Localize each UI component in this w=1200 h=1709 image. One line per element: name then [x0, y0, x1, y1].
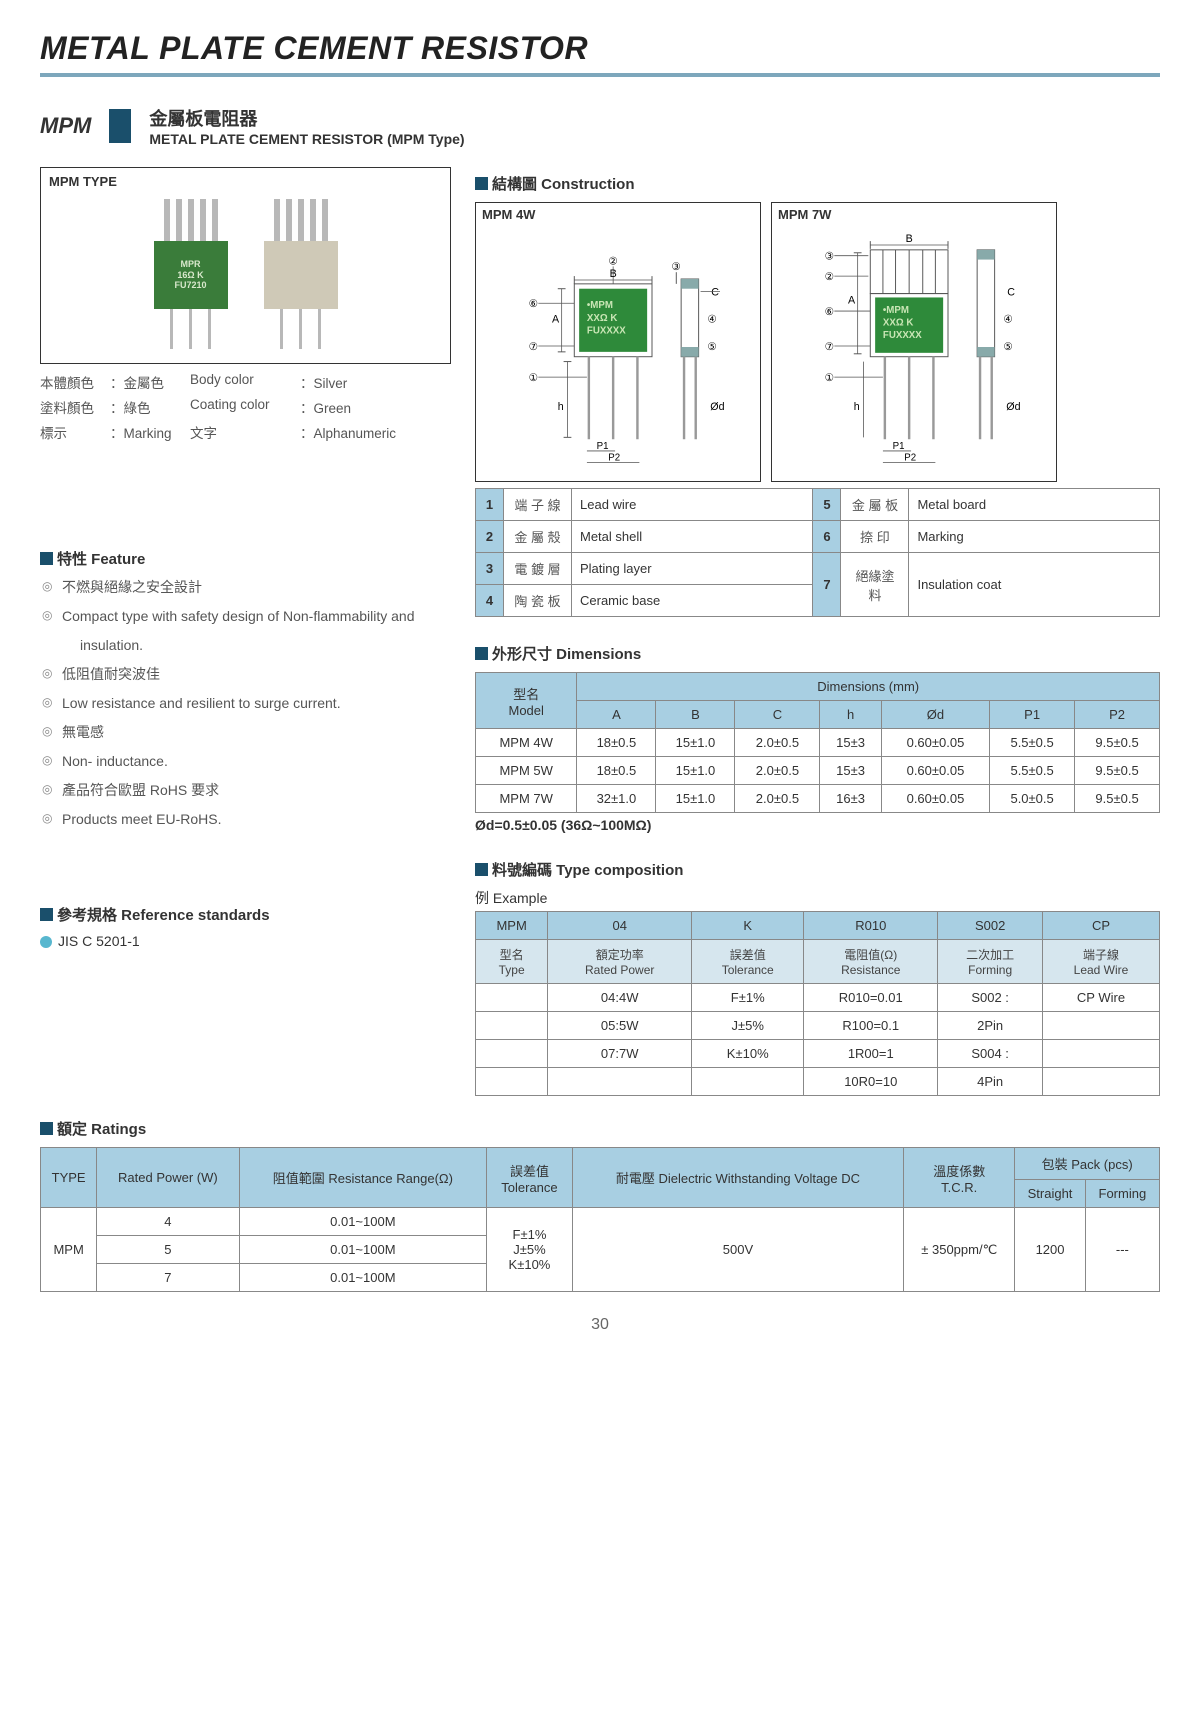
- svg-text:P2: P2: [608, 453, 620, 464]
- svg-text:②: ②: [825, 271, 835, 283]
- feature-list: 不燃與絕緣之安全設計Compact type with safety desig…: [40, 577, 451, 830]
- ratings-head: 額定 Ratings: [40, 1118, 1160, 1139]
- title-underline: [40, 73, 1160, 77]
- svg-text:④: ④: [1003, 314, 1013, 326]
- svg-text:C: C: [1007, 287, 1015, 299]
- page-number: 30: [40, 1316, 1160, 1334]
- svg-text:FUXXXX: FUXXXX: [883, 330, 922, 341]
- svg-text:•MPM: •MPM: [883, 305, 909, 316]
- typecomp-table: MPM04KR010S002CP型名Type額定功率Rated Power誤差值…: [475, 911, 1160, 1096]
- svg-text:P1: P1: [597, 441, 609, 452]
- construction-7w: MPM 7W B ③ ② •MPM XXΩ K FUXXXX A ⑥: [771, 202, 1057, 482]
- dimensions-head: 外形尺寸 Dimensions: [475, 643, 1160, 664]
- svg-text:h: h: [854, 401, 860, 413]
- dimensions-table: 型名ModelDimensions (mm)ABChØdP1P2MPM 4W18…: [475, 672, 1160, 813]
- dimensions-note: Ød=0.5±0.05 (36Ω~100MΩ): [475, 817, 1160, 833]
- svg-text:⑥: ⑥: [825, 306, 835, 318]
- svg-text:P2: P2: [904, 453, 916, 464]
- photo-box: MPM TYPE MPR 16Ω K FU7210: [40, 167, 451, 364]
- mpm-english: METAL PLATE CEMENT RESISTOR (MPM Type): [149, 131, 464, 147]
- svg-text:④: ④: [707, 314, 717, 326]
- mpm-block-icon: [109, 109, 131, 143]
- svg-text:⑦: ⑦: [529, 341, 539, 353]
- ref-head: 參考規格 Reference standards: [40, 904, 451, 925]
- svg-text:B: B: [906, 233, 913, 245]
- mpm-chinese: 金屬板電阻器: [149, 105, 464, 131]
- mpm-header: MPM 金屬板電阻器 METAL PLATE CEMENT RESISTOR (…: [40, 105, 1160, 147]
- svg-text:⑦: ⑦: [825, 341, 835, 353]
- diagram-7w: B ③ ② •MPM XXΩ K FUXXXX A ⑥ ⑦ C: [778, 222, 1050, 472]
- svg-text:h: h: [558, 401, 564, 413]
- diagram-4w: ② B •MPM XXΩ K FUXXXX ⑥ ⑦ A C: [482, 222, 754, 472]
- svg-text:①: ①: [825, 372, 835, 384]
- resistor-silver: [264, 199, 338, 349]
- feature-head: 特性 Feature: [40, 548, 451, 569]
- svg-text:⑤: ⑤: [1003, 341, 1013, 353]
- svg-text:FUXXXX: FUXXXX: [587, 325, 626, 336]
- svg-text:③: ③: [825, 251, 835, 263]
- resistor-marking: MPR 16Ω K FU7210: [154, 241, 228, 309]
- mpm-label: MPM: [40, 113, 91, 139]
- svg-text:Ød: Ød: [710, 401, 724, 413]
- svg-text:P1: P1: [893, 441, 905, 452]
- construction-head: 結構圖 Construction: [475, 173, 1160, 194]
- photo-title: MPM TYPE: [49, 174, 442, 189]
- ratings-table: TYPERated Power (W)阻值範圍 Resistance Range…: [40, 1147, 1160, 1292]
- svg-text:•MPM: •MPM: [587, 300, 613, 311]
- attr-grid: 本體顏色：金屬色Body color：Silver 塗料顏色：綠色Coating…: [40, 372, 451, 442]
- svg-text:⑤: ⑤: [707, 341, 717, 353]
- ref-item: JIS C 5201-1: [40, 933, 451, 949]
- typecomp-head: 料號編碼 Type composition: [475, 859, 1160, 880]
- svg-text:⑥: ⑥: [529, 298, 539, 310]
- svg-text:③: ③: [671, 261, 681, 273]
- svg-text:C: C: [711, 287, 719, 299]
- svg-text:B: B: [610, 268, 617, 280]
- svg-text:②: ②: [608, 255, 618, 267]
- svg-text:XXΩ K: XXΩ K: [883, 318, 913, 329]
- construction-legend: 1端 子 線Lead wire5金 屬 板Metal board2金 屬 殼Me…: [475, 488, 1160, 617]
- svg-text:①: ①: [529, 372, 539, 384]
- svg-text:Ød: Ød: [1006, 401, 1020, 413]
- construction-4w: MPM 4W ② B •MPM XXΩ K FUXXXX ⑥ ⑦ A: [475, 202, 761, 482]
- resistor-green: MPR 16Ω K FU7210: [154, 199, 228, 349]
- svg-text:A: A: [848, 294, 856, 306]
- svg-text:XXΩ K: XXΩ K: [587, 313, 617, 324]
- svg-text:A: A: [552, 314, 560, 326]
- page-title: METAL PLATE CEMENT RESISTOR: [40, 30, 1160, 67]
- example-label: 例 Example: [475, 888, 1160, 908]
